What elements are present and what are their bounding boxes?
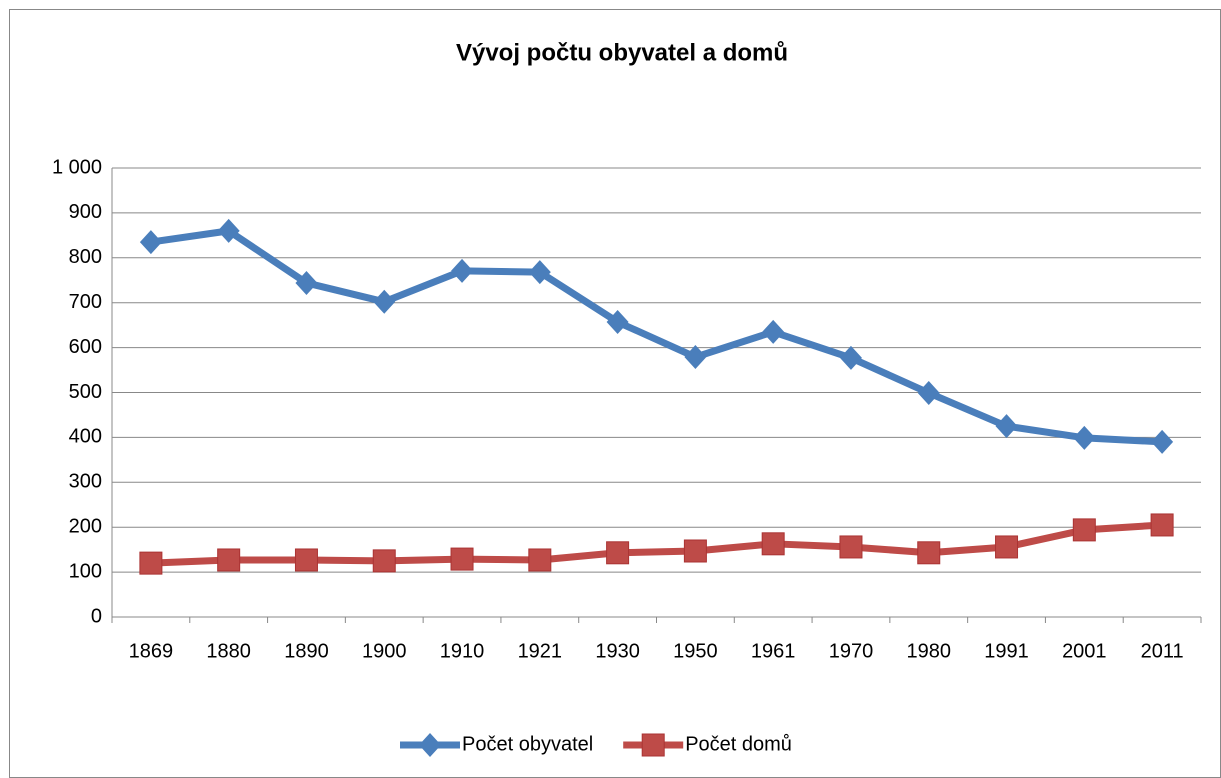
x-tick-label: 1950 — [673, 640, 718, 662]
x-tick-label: 1930 — [595, 640, 640, 662]
data-point — [917, 380, 940, 405]
y-tick-label: 400 — [69, 426, 102, 448]
x-tick-label: 1880 — [206, 640, 251, 662]
x-tick-label: 2001 — [1062, 640, 1107, 662]
data-point — [839, 535, 863, 559]
legend-label: Počet obyvatel — [462, 733, 593, 755]
data-point — [606, 310, 629, 335]
data-point — [1150, 513, 1174, 537]
data-point — [451, 258, 474, 283]
y-tick-label: 300 — [69, 471, 102, 493]
data-point — [295, 270, 318, 295]
y-tick-label: 1 000 — [52, 156, 102, 178]
x-tick-label: 1991 — [984, 640, 1029, 662]
data-point — [1151, 429, 1174, 454]
data-point — [606, 541, 630, 565]
y-tick-label: 0 — [91, 605, 102, 627]
data-point — [1073, 425, 1096, 450]
legend-label: Počet domů — [685, 733, 792, 755]
y-tick-label: 600 — [69, 336, 102, 358]
data-point — [995, 414, 1018, 439]
y-tick-label: 900 — [69, 201, 102, 223]
x-tick-label: 1980 — [907, 640, 952, 662]
legend-marker — [641, 733, 665, 757]
data-point — [217, 218, 240, 243]
x-tick-label: 1970 — [829, 640, 874, 662]
data-point — [139, 551, 163, 575]
data-point — [528, 548, 552, 572]
data-point — [995, 535, 1019, 559]
x-tick-label: 1900 — [362, 640, 407, 662]
y-tick-label: 700 — [69, 291, 102, 313]
x-tick-label: 1921 — [518, 640, 563, 662]
x-tick-label: 1869 — [129, 640, 174, 662]
x-tick-label: 2011 — [1141, 640, 1184, 662]
data-point — [528, 260, 551, 285]
data-point — [761, 532, 785, 556]
data-point — [217, 548, 241, 572]
data-point — [839, 345, 862, 370]
y-tick-label: 500 — [69, 381, 102, 403]
x-tick-label: 1910 — [440, 640, 485, 662]
data-point — [917, 541, 941, 565]
data-point — [683, 539, 707, 563]
x-tick-label: 1890 — [284, 640, 329, 662]
data-point — [373, 289, 396, 314]
legend-marker — [419, 733, 441, 757]
y-tick-label: 200 — [69, 515, 102, 537]
data-point — [372, 549, 396, 573]
x-tick-label: 1961 — [751, 640, 796, 662]
data-point — [684, 345, 707, 370]
series-line — [150, 227, 1163, 446]
data-point — [450, 547, 474, 571]
y-tick-label: 100 — [69, 560, 102, 582]
data-point — [1072, 518, 1096, 542]
chart-frame — [9, 9, 1221, 778]
data-point — [294, 548, 318, 572]
chart-title: Vývoj počtu obyvatel a domů — [456, 39, 788, 66]
data-point — [762, 319, 785, 344]
y-tick-label: 800 — [69, 246, 102, 268]
series-line — [150, 521, 1163, 567]
data-point — [139, 230, 162, 255]
